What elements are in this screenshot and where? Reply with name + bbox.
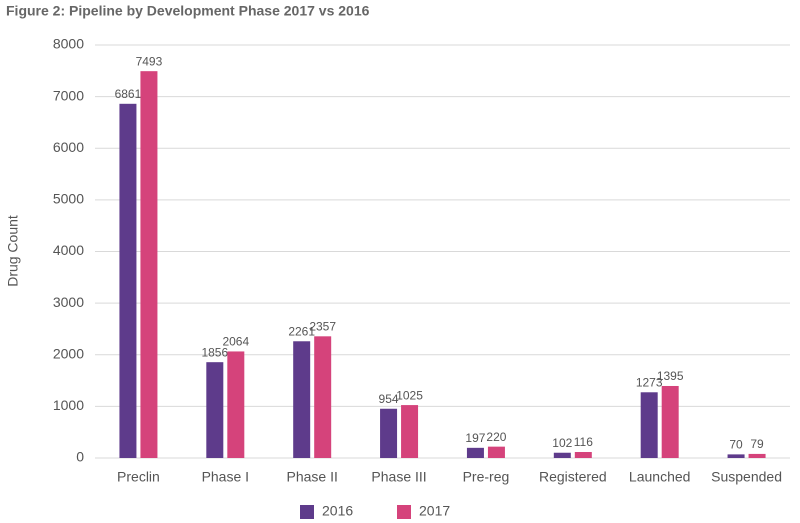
x-tick-label: Phase III — [371, 469, 426, 485]
x-tick-label: Phase I — [202, 469, 249, 485]
value-label: 220 — [486, 430, 506, 444]
legend-swatch — [300, 505, 314, 519]
bar — [574, 452, 592, 458]
value-label: 1025 — [396, 388, 423, 402]
x-tick-label: Preclin — [117, 469, 160, 485]
bar — [401, 405, 419, 458]
bar — [553, 452, 571, 458]
legend-label: 2017 — [419, 503, 450, 519]
y-tick-label: 7000 — [53, 87, 84, 103]
value-label: 2357 — [309, 319, 336, 333]
x-tick-label: Suspended — [711, 469, 782, 485]
bar — [466, 447, 484, 458]
value-label: 70 — [729, 438, 743, 452]
bar — [227, 351, 245, 458]
x-tick-label: Pre-reg — [463, 469, 510, 485]
value-label: 2261 — [288, 324, 315, 338]
value-label: 6861 — [115, 87, 142, 101]
chart-title: Figure 2: Pipeline by Development Phase … — [6, 3, 370, 19]
y-tick-label: 5000 — [53, 191, 84, 207]
x-tick-label: Launched — [629, 469, 691, 485]
value-label: 79 — [750, 437, 764, 451]
value-label: 116 — [574, 435, 593, 449]
bar — [140, 71, 158, 458]
value-label: 1856 — [201, 345, 228, 359]
x-tick-label: Phase II — [287, 469, 338, 485]
bar — [748, 453, 766, 458]
bar — [314, 336, 332, 458]
y-tick-label: 3000 — [53, 294, 84, 310]
legend-swatch — [397, 505, 411, 519]
value-label: 1395 — [657, 369, 684, 383]
x-tick-label: Registered — [539, 469, 607, 485]
bar — [727, 454, 745, 458]
bar — [119, 103, 137, 458]
bar — [661, 385, 679, 458]
value-label: 7493 — [136, 54, 163, 68]
value-label: 1273 — [636, 375, 663, 389]
value-label: 197 — [465, 431, 485, 445]
bar — [293, 341, 311, 458]
legend-label: 2016 — [322, 503, 353, 519]
bar — [640, 392, 658, 458]
value-label: 102 — [552, 436, 572, 450]
y-tick-label: 4000 — [53, 242, 84, 258]
y-tick-label: 8000 — [53, 36, 84, 52]
y-tick-label: 6000 — [53, 139, 84, 155]
y-tick-label: 1000 — [53, 397, 84, 413]
y-tick-label: 0 — [76, 449, 84, 465]
value-label: 954 — [379, 392, 399, 406]
value-label: 2064 — [222, 335, 249, 349]
bar — [487, 446, 505, 458]
y-tick-label: 2000 — [53, 345, 84, 361]
bar — [206, 362, 224, 458]
y-axis-label: Drug Count — [5, 215, 21, 287]
bar — [380, 408, 398, 458]
